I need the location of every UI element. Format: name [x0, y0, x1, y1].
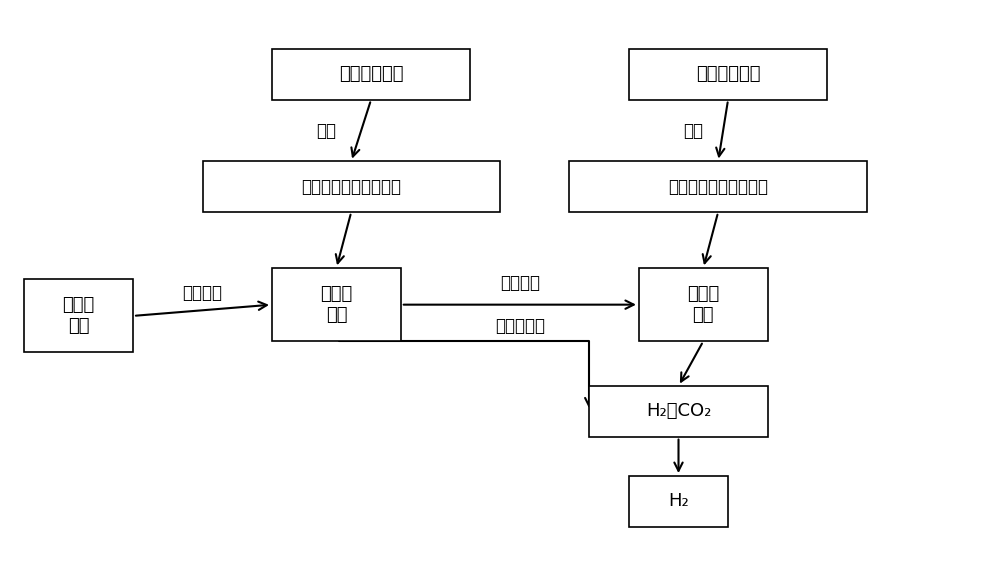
Text: 淀粉质
原料: 淀粉质 原料 — [62, 296, 95, 335]
Text: 固定化的光发酵产氢菌: 固定化的光发酵产氢菌 — [668, 178, 768, 196]
Text: 沉淀、稀释: 沉淀、稀释 — [495, 317, 545, 335]
FancyBboxPatch shape — [203, 161, 500, 212]
Text: 暗发酵产氢菌: 暗发酵产氢菌 — [339, 66, 403, 83]
FancyBboxPatch shape — [24, 279, 133, 352]
Text: 包埋: 包埋 — [316, 121, 336, 140]
Text: 暗发酵
产氢: 暗发酵 产氢 — [320, 285, 353, 324]
Text: 包埋: 包埋 — [683, 121, 703, 140]
Text: 固定化的暗发酵产氢菌: 固定化的暗发酵产氢菌 — [301, 178, 401, 196]
FancyBboxPatch shape — [569, 161, 867, 212]
Text: H₂: H₂ — [668, 492, 689, 510]
Text: 加热糊化: 加热糊化 — [183, 284, 223, 302]
FancyBboxPatch shape — [629, 476, 728, 527]
Text: 光发酵
产氢: 光发酵 产氢 — [687, 285, 719, 324]
FancyBboxPatch shape — [272, 49, 470, 100]
Text: 光发酵产氢菌: 光发酵产氢菌 — [696, 66, 760, 83]
FancyBboxPatch shape — [272, 268, 401, 341]
Text: 尾液离心: 尾液离心 — [500, 274, 540, 292]
Text: H₂、CO₂: H₂、CO₂ — [646, 402, 711, 420]
FancyBboxPatch shape — [639, 268, 768, 341]
FancyBboxPatch shape — [589, 386, 768, 437]
FancyBboxPatch shape — [629, 49, 827, 100]
